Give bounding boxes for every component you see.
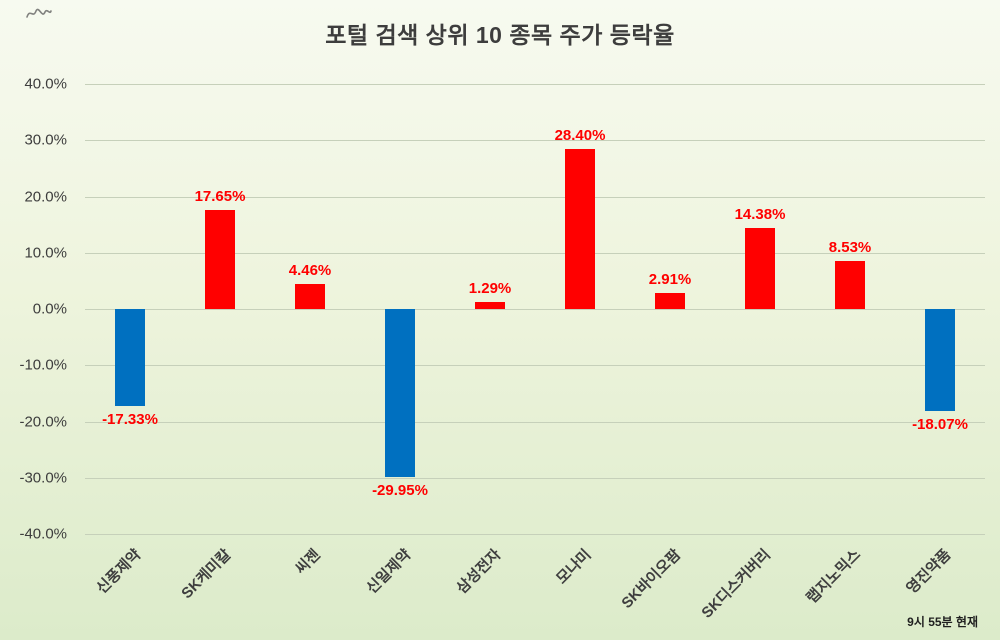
- bar-column: -18.07%: [895, 84, 985, 534]
- y-axis-tick-label: 10.0%: [24, 244, 67, 262]
- x-axis-category-label: SK바이오팜: [618, 546, 685, 612]
- corner-scribble-mark: [26, 8, 52, 18]
- y-axis-tick-label: -10.0%: [19, 356, 67, 374]
- x-axis-category-label: 모나미: [552, 546, 595, 588]
- bar-value-label: 1.29%: [468, 279, 512, 297]
- bar-value-label: 2.91%: [648, 270, 692, 288]
- gridline: [85, 421, 985, 423]
- bar: [205, 209, 235, 309]
- bar-value-label: -17.33%: [102, 411, 158, 429]
- y-axis-tick-label: -40.0%: [19, 525, 67, 543]
- bar: [295, 283, 325, 309]
- gridline: [85, 84, 985, 85]
- gridline: [85, 534, 985, 535]
- bar-value-label: -29.95%: [372, 482, 428, 500]
- x-axis-category-label: 랩지노믹스: [803, 546, 865, 607]
- y-axis-tick-label: 0.0%: [32, 300, 67, 318]
- plot-area: -17.33% 17.65% 4.46% -29.95% 1.29% 28.40% 2.91…: [85, 84, 985, 535]
- x-axis-category-label: 신풍제약: [93, 546, 145, 598]
- gridline: [85, 140, 985, 142]
- x-axis: 신풍제약 SK케미칼 씨젠 신일제약 삼성전자 모나미 SK바이오팜 SK디스커버리 랩지노믹스…: [85, 534, 985, 622]
- x-axis-category-label: SK케미칼: [178, 546, 235, 603]
- bar-value-label: 17.65%: [194, 187, 246, 205]
- bar-value-label: 4.46%: [288, 261, 332, 279]
- y-axis-tick-label: 40.0%: [24, 75, 67, 93]
- x-axis-category-label: 씨젠: [292, 546, 325, 578]
- timestamp-footnote: 9시 55분 현재: [907, 615, 978, 629]
- bar-column: 2.91%: [625, 84, 715, 534]
- bar: [385, 309, 415, 478]
- gridline: [85, 196, 985, 198]
- bar: [655, 292, 685, 309]
- gridline: [85, 309, 985, 310]
- x-axis-category-label: 신일제약: [363, 546, 415, 598]
- x-axis-category-label: 영진약품: [903, 546, 955, 598]
- x-axis-category-label: SK디스커버리: [698, 546, 775, 622]
- bar: [475, 301, 505, 309]
- y-axis-tick-label: 30.0%: [24, 131, 67, 149]
- bar: [925, 309, 955, 411]
- bar-column: -17.33%: [85, 84, 175, 534]
- gridline: [85, 365, 985, 367]
- chart-title: 포털 검색 상위 10 종목 주가 등락율: [325, 22, 675, 48]
- bar-column: 8.53%: [805, 84, 895, 534]
- bar-value-label: -18.07%: [912, 415, 968, 433]
- bar-column: 1.29%: [445, 84, 535, 534]
- bar-value-label: 28.40%: [554, 127, 606, 145]
- bar-column: 4.46%: [265, 84, 355, 534]
- bar: [565, 149, 595, 309]
- x-axis-category-label: 삼성전자: [453, 546, 505, 598]
- bar-column: 28.40%: [535, 84, 625, 534]
- bar: [835, 261, 865, 309]
- y-axis-tick-label: -30.0%: [19, 469, 67, 487]
- bar-column: 14.38%: [715, 84, 805, 534]
- bar: [745, 228, 775, 309]
- bar-value-label: 8.53%: [828, 239, 872, 257]
- gridline: [85, 252, 985, 254]
- y-axis-tick-label: 20.0%: [24, 188, 67, 205]
- bar-column: 17.65%: [175, 84, 265, 534]
- bar-value-label: 14.38%: [734, 206, 786, 224]
- bar: [115, 309, 145, 407]
- gridline: [85, 477, 985, 479]
- bar-column: -29.95%: [355, 84, 445, 534]
- y-axis: 40.0% 30.0% 20.0% 10.0% 0.0% -10.0% -20.0% -30.…: [0, 76, 75, 543]
- y-axis-tick-label: -20.0%: [19, 413, 67, 430]
- bar-columns: -17.33% 17.65% 4.46% -29.95% 1.29% 28.40% 2.91…: [85, 84, 985, 534]
